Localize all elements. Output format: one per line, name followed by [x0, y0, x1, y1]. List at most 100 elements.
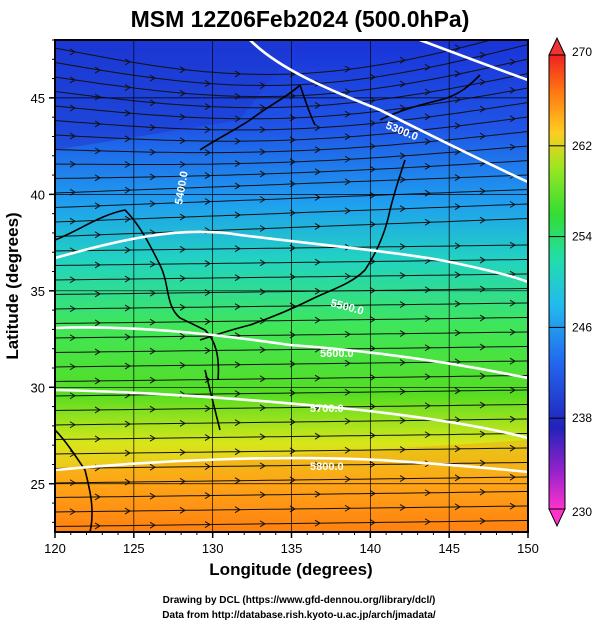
- wind-arrow: [179, 448, 186, 456]
- wind-arrow: [204, 126, 211, 134]
- wind-arrow: [179, 160, 186, 168]
- wind-arrow: [149, 347, 156, 355]
- geopotential-contours: [55, 40, 528, 474]
- wind-arrow: [399, 104, 406, 112]
- streamline: [55, 87, 528, 120]
- colorbar-label: 230: [572, 505, 592, 519]
- wind-arrow: [149, 434, 156, 442]
- wind-arrow: [94, 66, 101, 74]
- wind-arrow: [479, 314, 486, 322]
- wind-arrow: [204, 260, 211, 267]
- wind-arrow: [369, 73, 376, 81]
- y-tick-label: 25: [31, 477, 45, 492]
- streamline: [55, 418, 528, 426]
- wind-arrow: [234, 448, 241, 456]
- x-tick-label: 135: [281, 541, 303, 556]
- wind-arrow: [479, 132, 486, 140]
- wind-arrow: [454, 474, 461, 482]
- wind-arrow: [369, 374, 376, 381]
- wind-arrow: [535, 39, 540, 45]
- wind-arrow: [204, 318, 211, 325]
- wind-arrow: [69, 76, 76, 84]
- wind-arrow: [149, 521, 156, 529]
- wind-arrow: [399, 56, 406, 64]
- wind-arrow: [179, 184, 186, 192]
- credit-data: Data from http://database.rish.kyoto-u.a…: [162, 610, 436, 621]
- colorbar-label: 238: [572, 411, 592, 425]
- wind-arrow: [509, 415, 516, 423]
- wind-arrow: [509, 328, 516, 336]
- wind-arrow: [510, 31, 515, 37]
- wind-arrow: [149, 405, 156, 413]
- colorbar-label: 246: [572, 320, 592, 334]
- wind-arrow: [204, 521, 211, 528]
- wind-arrow: [479, 372, 486, 380]
- wind-arrow: [179, 477, 186, 485]
- wind-arrow: [234, 390, 241, 398]
- wind-arrow: [454, 148, 461, 156]
- contour-5700: [55, 388, 528, 440]
- wind-arrow: [535, 488, 540, 494]
- wind-arrow: [69, 48, 76, 56]
- colorbar-label: 270: [572, 45, 592, 59]
- wind-arrow: [535, 256, 540, 262]
- wind-arrow: [399, 359, 406, 366]
- wind-arrow: [509, 86, 516, 94]
- plot-area: 5300.0 5400.0 5500.0 5600.0 5700.0 5800.…: [55, 31, 540, 532]
- wind-arrow: [535, 372, 540, 378]
- wind-arrow: [204, 198, 211, 206]
- wind-arrow: [344, 301, 351, 309]
- wind-arrow: [344, 207, 351, 215]
- wind-arrow: [454, 203, 461, 211]
- wind-arrow: [314, 258, 321, 266]
- wind-arrow: [479, 430, 486, 438]
- wind-arrow: [479, 401, 486, 409]
- wind-arrow: [454, 242, 461, 250]
- y-tick-label: 40: [31, 187, 45, 202]
- wind-arrow: [259, 288, 266, 296]
- wind-arrow: [69, 334, 76, 342]
- japan-coast: [199, 159, 406, 341]
- wind-arrow: [124, 304, 131, 312]
- wind-arrow: [149, 260, 156, 268]
- wind-arrow: [69, 421, 76, 429]
- wind-arrow: [399, 417, 406, 424]
- taiwan-china-coast: [55, 429, 93, 532]
- wind-arrow: [259, 82, 266, 89]
- wind-arrow: [314, 432, 321, 440]
- wind-arrow: [94, 406, 101, 414]
- streamline: [55, 40, 493, 76]
- wind-arrow: [124, 362, 131, 370]
- wind-arrow: [344, 417, 351, 425]
- wind-arrow: [94, 120, 101, 128]
- wind-arrow: [234, 303, 241, 311]
- wind-arrow: [124, 84, 131, 91]
- wind-arrow: [94, 319, 101, 327]
- wind-arrow: [399, 504, 406, 511]
- colorbar-scale: [548, 54, 566, 510]
- wind-arrow: [69, 363, 76, 371]
- wind-arrow: [369, 490, 376, 497]
- wind-arrow: [259, 196, 266, 203]
- wind-arrow: [369, 432, 376, 439]
- streamline: [55, 302, 528, 310]
- streamline: [55, 345, 528, 353]
- wind-arrow: [314, 374, 321, 382]
- wind-arrow: [399, 152, 406, 160]
- wind-arrow: [509, 502, 516, 510]
- wind-arrow: [259, 404, 266, 412]
- wind-arrow: [424, 286, 431, 294]
- streamline: [55, 374, 528, 382]
- wind-arrow: [535, 401, 540, 407]
- wind-arrow: [234, 211, 241, 219]
- wind-arrow: [124, 333, 131, 341]
- contour-label-group: 5300.0 5400.0 5500.0 5600.0 5700.0 5800.…: [173, 120, 419, 473]
- streamline: [55, 174, 528, 194]
- wind-arrow: [535, 68, 540, 74]
- wind-arrow: [369, 287, 376, 294]
- wind-arrow: [69, 160, 76, 168]
- korea-china-coast: [55, 209, 220, 381]
- wind-arrow: [399, 176, 406, 184]
- wind-arrow: [204, 463, 211, 470]
- wind-arrow: [369, 461, 376, 468]
